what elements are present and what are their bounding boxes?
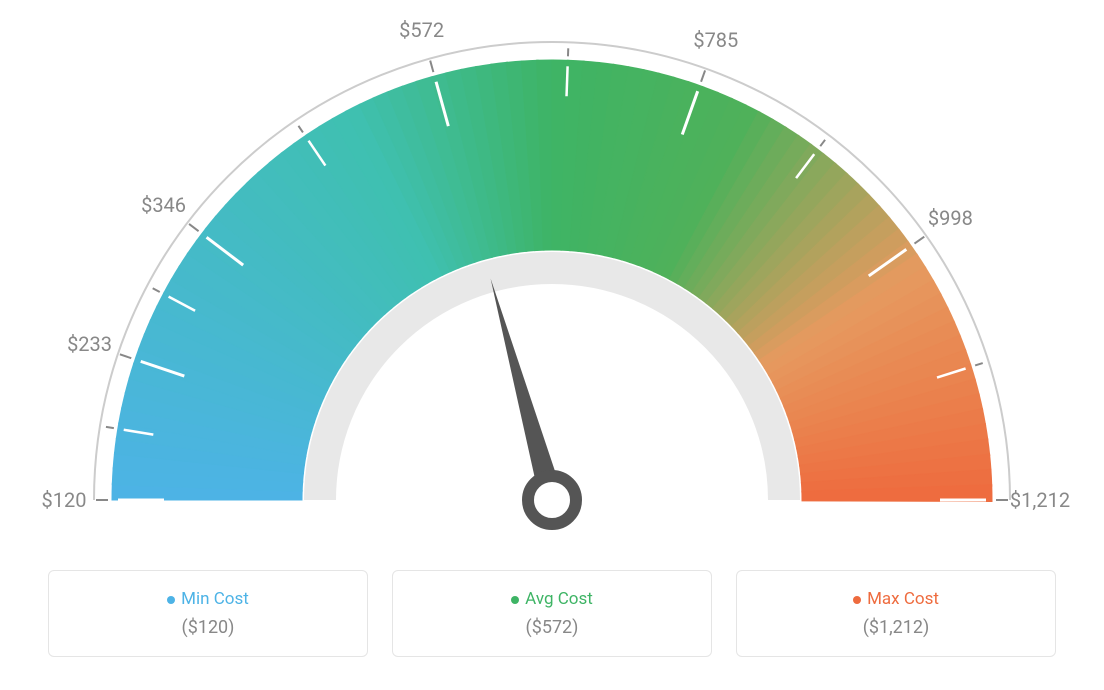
gauge-needle: [491, 278, 564, 503]
gauge-tick-label: $233: [67, 332, 112, 356]
legend-dot-avg: [511, 596, 519, 604]
gauge-svg: [0, 0, 1104, 560]
legend-label-avg: Avg Cost: [405, 589, 699, 609]
gauge-tick-label: $1,212: [1010, 488, 1070, 512]
legend-text-max: Max Cost: [867, 589, 939, 609]
legend-card-min: Min Cost ($120): [48, 570, 368, 657]
legend-dot-min: [167, 596, 175, 604]
legend-dot-max: [853, 596, 861, 604]
legend-value-min: ($120): [61, 617, 355, 638]
gauge-chart: $120 $233 $346 $572 $785 $998 $1,212: [0, 0, 1104, 560]
legend-text-avg: Avg Cost: [525, 589, 593, 609]
legend-row: Min Cost ($120) Avg Cost ($572) Max Cost…: [0, 570, 1104, 657]
legend-value-avg: ($572): [405, 617, 699, 638]
legend-text-min: Min Cost: [181, 589, 249, 609]
legend-value-max: ($1,212): [749, 617, 1043, 638]
gauge-tick-label: $785: [693, 28, 738, 52]
legend-card-max: Max Cost ($1,212): [736, 570, 1056, 657]
gauge-tick-label: $572: [399, 18, 444, 42]
gauge-tick-label: $346: [141, 193, 186, 217]
legend-label-min: Min Cost: [61, 589, 355, 609]
gauge-needle-hub: [528, 476, 576, 524]
gauge-tick-label: $998: [928, 206, 973, 230]
legend-label-max: Max Cost: [749, 589, 1043, 609]
legend-card-avg: Avg Cost ($572): [392, 570, 712, 657]
gauge-tick-label: $120: [42, 488, 87, 512]
